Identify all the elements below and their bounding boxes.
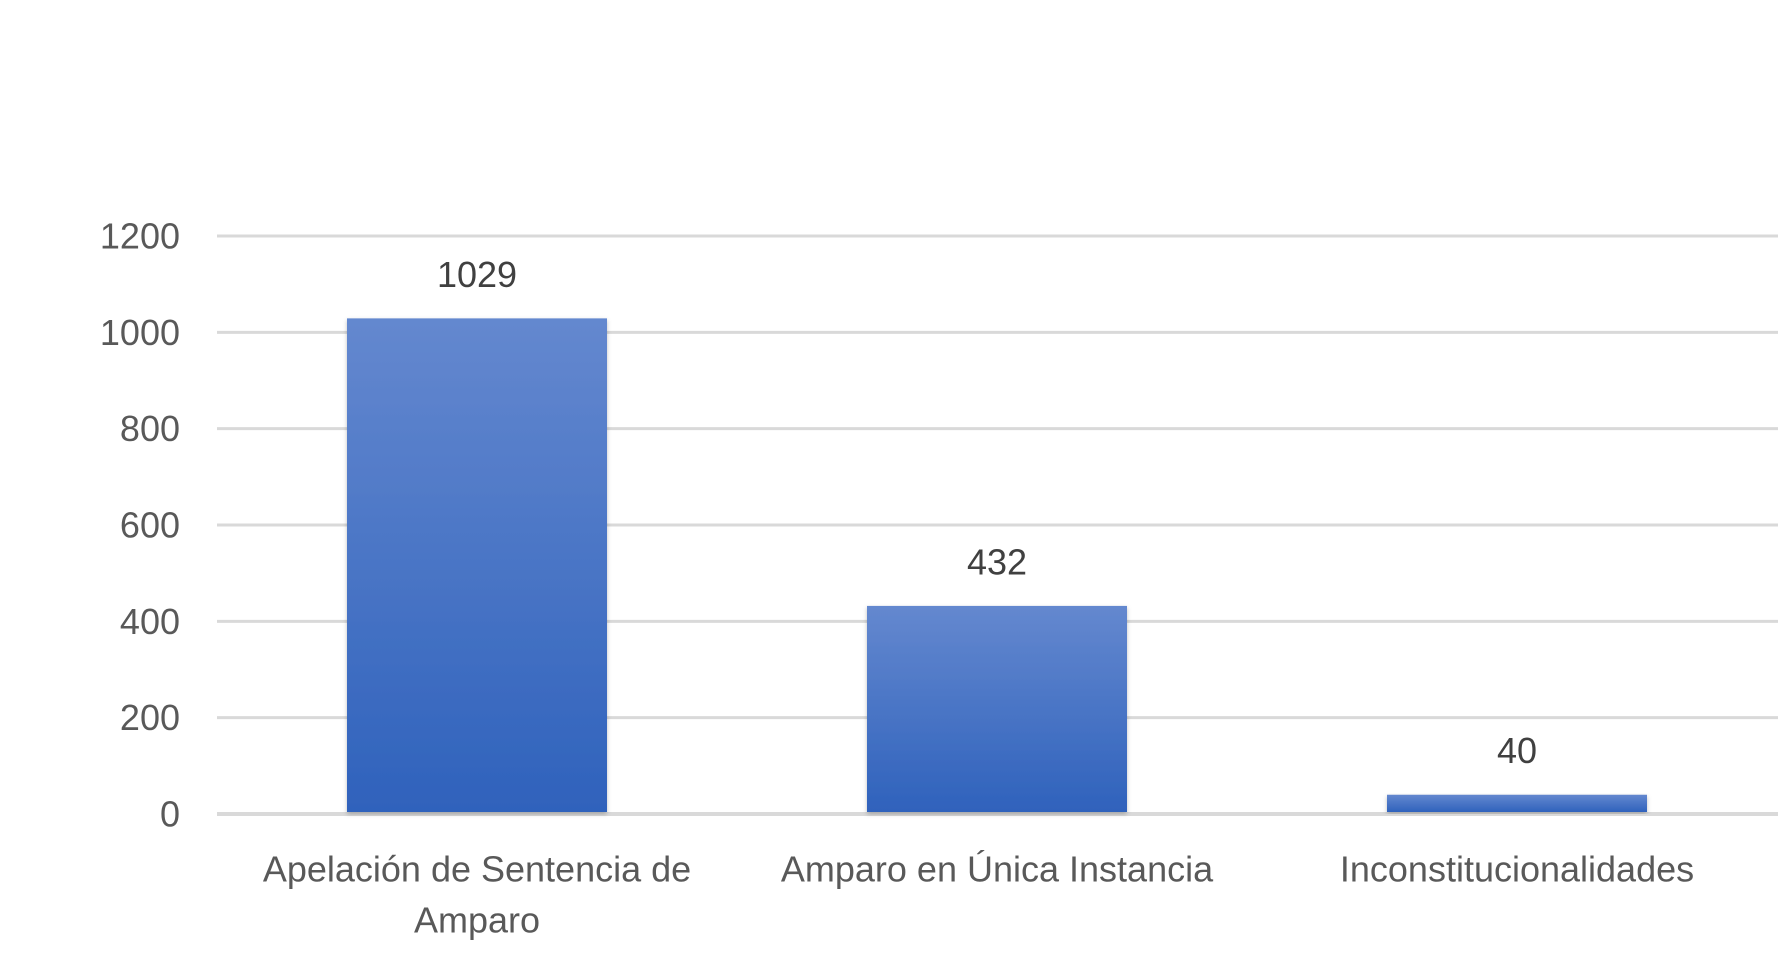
- x-category-label: Amparo en Única Instancia: [781, 849, 1214, 890]
- data-label: 432: [967, 541, 1027, 582]
- y-tick-label: 200: [120, 697, 180, 738]
- bar: [347, 318, 607, 812]
- x-axis-categories: Apelación de Sentencia de Amparo Amparo en…: [263, 849, 1694, 941]
- bars: [347, 318, 1647, 812]
- bar: [1387, 794, 1647, 812]
- y-tick-label: 0: [160, 794, 180, 835]
- y-tick-label: 1200: [100, 216, 180, 257]
- data-label: 40: [1497, 730, 1537, 771]
- y-tick-label: 400: [120, 601, 180, 642]
- x-category-label: Inconstitucionalidades: [1340, 849, 1694, 890]
- data-label: 1029: [437, 254, 517, 295]
- y-axis-ticks: 0 200 400 600 800 1000 1200: [100, 216, 180, 835]
- x-category-label: Apelación de Sentencia de: [263, 849, 691, 890]
- y-tick-label: 1000: [100, 312, 180, 353]
- bar: [867, 605, 1127, 812]
- data-labels: 1029 432 40: [437, 254, 1537, 771]
- y-tick-label: 800: [120, 408, 180, 449]
- y-tick-label: 600: [120, 505, 180, 546]
- x-category-label: Amparo: [414, 900, 540, 941]
